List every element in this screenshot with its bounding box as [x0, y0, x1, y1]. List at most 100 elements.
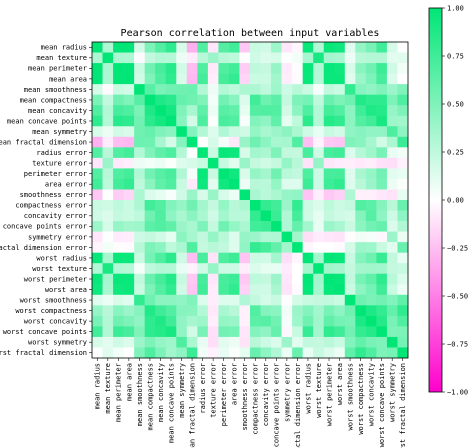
heatmap-cell	[92, 147, 103, 159]
heatmap-cell	[355, 84, 367, 95]
heatmap-cell	[365, 94, 377, 106]
heatmap-cell	[250, 157, 261, 169]
heatmap-cell	[102, 52, 114, 64]
heatmap-cell	[250, 115, 261, 127]
heatmap-cell	[355, 157, 367, 169]
heatmap-cell	[165, 326, 177, 338]
heatmap-cell	[260, 252, 272, 264]
heatmap-cell	[397, 273, 409, 285]
heatmap-cell	[92, 168, 103, 180]
heatmap-cell	[176, 252, 188, 264]
heatmap-cell	[218, 63, 230, 74]
heatmap-cell	[355, 105, 367, 117]
heatmap-cell	[260, 84, 272, 95]
heatmap-cell	[260, 136, 272, 148]
heatmap-cell	[228, 136, 240, 148]
heatmap-cell	[123, 147, 135, 159]
x-tick-label: worst symmetry	[389, 363, 397, 422]
heatmap-cell	[207, 326, 219, 338]
heatmap-cell	[176, 315, 188, 327]
heatmap-cell	[165, 200, 177, 211]
heatmap-cell	[218, 242, 230, 253]
heatmap-cell	[260, 73, 272, 85]
heatmap-cell	[260, 294, 272, 306]
heatmap-cell	[313, 252, 325, 264]
heatmap-cell	[334, 221, 346, 232]
heatmap-cell	[281, 105, 293, 117]
heatmap-cell	[186, 115, 198, 127]
heatmap-cell	[113, 157, 124, 169]
heatmap-cell	[344, 284, 356, 296]
heatmap-cell	[123, 336, 135, 348]
heatmap-cell	[186, 42, 198, 53]
heatmap-cell	[186, 210, 198, 222]
heatmap-cell	[376, 326, 388, 338]
heatmap-cell	[144, 126, 156, 138]
heatmap-cell	[302, 347, 314, 359]
heatmap-cell	[313, 326, 325, 338]
heatmap-cell	[386, 294, 398, 306]
heatmap-cell	[207, 294, 219, 306]
heatmap-cell	[365, 189, 377, 201]
heatmap-cell	[365, 115, 377, 127]
x-tick-label: mean symmetry	[178, 363, 186, 418]
heatmap-cell	[165, 73, 177, 85]
heatmap-cell	[281, 252, 293, 264]
x-tick-labels: mean radius mean texture mean perimeter mea…	[94, 358, 407, 448]
colorbar-tick-label: 0.75	[447, 53, 464, 61]
heatmap-cell	[176, 115, 188, 127]
heatmap-cell	[165, 242, 177, 253]
heatmap-cell	[144, 263, 156, 275]
heatmap-cell	[123, 284, 135, 296]
y-tick-label: worst area	[45, 286, 87, 294]
heatmap-cell	[134, 52, 145, 64]
heatmap-cell	[155, 294, 167, 306]
heatmap-cell	[228, 84, 240, 95]
x-tick-label: mean texture	[104, 363, 112, 414]
heatmap-cell	[344, 200, 356, 211]
heatmap-cell	[344, 63, 356, 74]
heatmap-cell	[292, 221, 303, 232]
heatmap-cell	[207, 115, 219, 127]
heatmap-cell	[397, 221, 409, 232]
heatmap-cell	[218, 73, 230, 85]
heatmap-cell	[239, 221, 251, 232]
heatmap-cell	[92, 126, 103, 138]
heatmap-cell	[207, 126, 219, 138]
heatmap-cell	[281, 336, 293, 348]
heatmap-cell	[365, 252, 377, 264]
heatmap-cell	[228, 284, 240, 296]
heatmap-cell	[144, 84, 156, 95]
heatmap-cell	[228, 263, 240, 275]
heatmap-cell	[197, 231, 209, 243]
heatmap-cell	[386, 157, 398, 169]
heatmap-cell	[355, 284, 367, 296]
heatmap-cell	[186, 231, 198, 243]
heatmap-cell	[155, 94, 167, 106]
heatmap-cell	[228, 273, 240, 285]
heatmap-cell	[386, 168, 398, 180]
y-tick-label: worst compactness	[15, 307, 87, 315]
heatmap-cell	[144, 347, 156, 359]
heatmap-cell	[365, 305, 377, 317]
heatmap-cell	[176, 284, 188, 296]
heatmap-cell	[397, 52, 409, 64]
heatmap-cell	[292, 315, 303, 327]
heatmap-cell	[113, 242, 124, 253]
heatmap-cell	[260, 42, 272, 53]
heatmap-cell	[250, 73, 261, 85]
heatmap-cell	[123, 126, 135, 138]
heatmap-cell	[271, 105, 282, 117]
heatmap-cell	[397, 231, 409, 243]
heatmap-cell	[134, 115, 145, 127]
heatmap-cell	[281, 294, 293, 306]
heatmap-cell	[302, 73, 314, 85]
heatmap-cell	[281, 326, 293, 338]
heatmap-cell	[197, 221, 209, 232]
heatmap-cell	[207, 242, 219, 253]
x-tick-label: worst compactness	[357, 363, 365, 435]
heatmap-cell	[344, 84, 356, 95]
heatmap-cell	[397, 73, 409, 85]
heatmap-cell	[207, 252, 219, 264]
heatmap-cell	[228, 315, 240, 327]
